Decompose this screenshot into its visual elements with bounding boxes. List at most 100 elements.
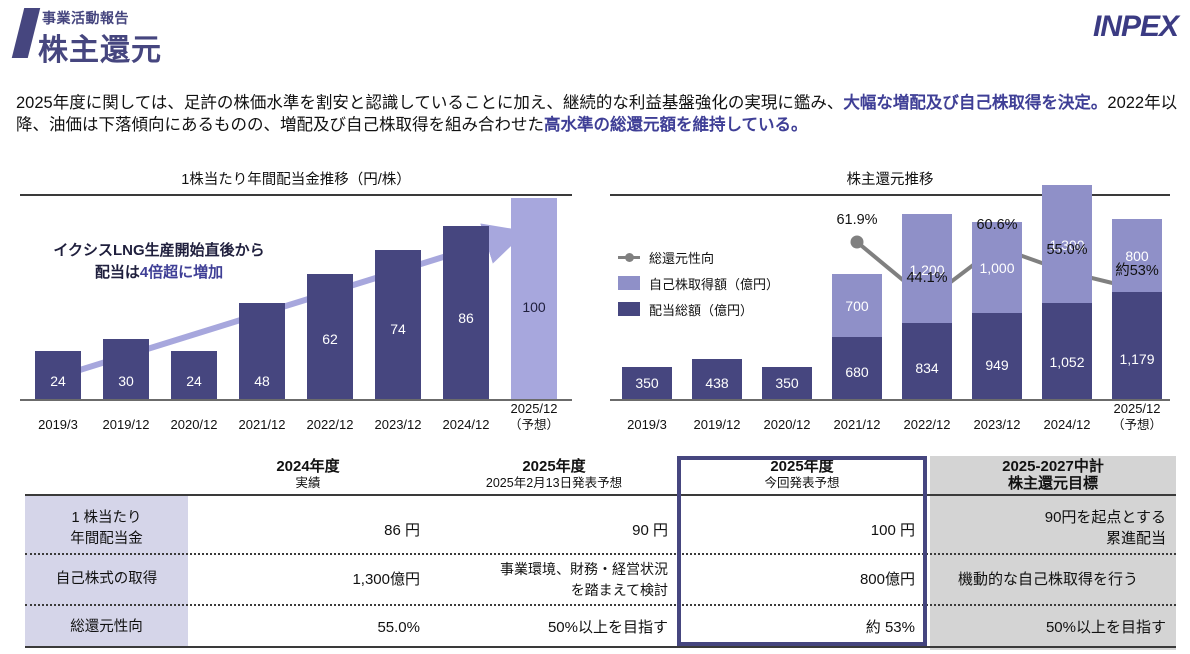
bar-dividend-total (972, 312, 1022, 399)
highlight-box-fy2025-new (677, 456, 927, 646)
bar-dividend-total (692, 359, 742, 399)
table-cell-dps-midterm: 90円を起点とする 累進配当 (930, 507, 1166, 549)
lead-line2-normal: 2022年以降、油価は下落傾向にあるものの、増配及び自己株取得を組み合わせた (16, 94, 1178, 134)
bar-value-label: 48 (254, 373, 270, 389)
x-tick-label: 2019/12 (102, 417, 150, 432)
total-return-ratio-label: 約53% (1115, 263, 1159, 279)
chart-left-rule (20, 194, 572, 196)
total-return-ratio-line (850, 235, 1144, 307)
table-header-fy2025-prev: 2025年度 2025年2月13日発表予想 (432, 458, 676, 492)
chart-right-axis (610, 399, 1170, 401)
table-cell-payout-midterm: 50%以上を目指す (1045, 619, 1166, 636)
chart-right-title: 株主還元推移 (846, 172, 934, 188)
annotation-line1: イクシスLNG生産開始直後から (53, 242, 265, 259)
table-cell-payout-fy2025-prev: 50%以上を目指す (547, 619, 668, 636)
growth-arrow-icon (53, 223, 527, 381)
legend-label: 総還元性向 (649, 250, 715, 266)
bar-value-label: 949 (985, 357, 1009, 374)
bar-value-label: 100 (522, 298, 546, 315)
bar-dividend-total (832, 337, 882, 399)
header-accent-bar (11, 8, 41, 58)
bar-buyback-amount (902, 214, 952, 324)
bar-dps-2020-12 (171, 350, 217, 399)
table-header-fy2025-new: 2025年度 今回発表予想 (677, 458, 927, 492)
bar-dps-2019-3 (35, 350, 81, 399)
bar-value-label: 1,179 (1119, 350, 1155, 367)
table-cell-dps-fy2025-prev: 90 円 (632, 522, 668, 539)
lead-line1-normal: 2025年度に関しては、足許の株価水準を割安と認識していることに加え、継続的な利… (16, 94, 844, 112)
annotation-line2b: 4倍超に増加 (139, 264, 224, 281)
table-cell-dps-midterm-l1: 90円を起点とする (1044, 509, 1166, 526)
table-header-fy2024-main: 2024年度 (276, 458, 340, 475)
x-tick-label: 2020/12 (170, 417, 218, 432)
bar-dps-2023-12 (375, 250, 421, 399)
legend-label: 配当総額（億円） (649, 302, 754, 318)
chart-right-rule (610, 194, 1170, 196)
chart-right-legend: 総還元性向自己株取得額（億円） 配当総額（億円） (618, 246, 779, 324)
bar-dividend-total (1042, 303, 1092, 399)
legend-label: 自己株取得額（億円） (649, 276, 780, 292)
table-rule-bottom (25, 646, 1176, 648)
bar-dps-2019-12 (103, 338, 149, 399)
x-tick-label: 2023/12 (973, 417, 1021, 432)
lead-paragraph: 2025年度に関しては、足許の株価水準を割安と認識していることに加え、継続的な利… (16, 92, 1181, 136)
bar-value-label: 834 (915, 360, 939, 377)
table-cell-buyback-midterm: 機動的な自己株取得を行う (957, 571, 1138, 588)
x-tick-label: 2024/12 (1043, 417, 1091, 432)
page-header: 事業活動報告 株主還元 INPEX (0, 0, 1190, 72)
bar-dps-2022-12 (307, 274, 353, 399)
x-tick-label: 2024/12 (442, 417, 490, 432)
legend-item: 総還元性向 (618, 246, 779, 268)
bar-value-label: 1,000 (979, 260, 1015, 277)
table-header-fy2024-sub: 実績 (295, 476, 321, 490)
bar-value-label: 1,052 (1049, 354, 1085, 371)
legend-swatch (618, 302, 640, 316)
table-cell-buyback-fy2025-prev-l1: 事業環境、財務・経営状況 (500, 561, 668, 577)
lead-line2-emphasis-a: 決定。 (1057, 94, 1108, 112)
bar-value-label: 350 (775, 375, 799, 391)
bar-dividend-total (902, 323, 952, 399)
chart-left-plot: イクシスLNG生産開始直後から 配当は4倍超に増加 24 30 24 48 62 74 86… (6, 198, 586, 453)
bar-dividend-total (762, 367, 812, 399)
total-return-ratio-label: 60.6% (976, 217, 1018, 233)
table-header-midterm: 2025-2027中計 株主還元目標 (930, 458, 1176, 492)
annotation-line2a: 配当は (94, 264, 140, 281)
table-rowlabel-column-bg (25, 494, 188, 646)
bar-value-label: 800 (1125, 248, 1149, 265)
x-tick-label: 2025/12 （予想） (1111, 401, 1162, 432)
x-tick-label: 2019/3 (627, 417, 667, 432)
bar-value-label: 1,200 (909, 261, 945, 278)
chart-shareholder-return: 株主還元推移 総還元性向自己株取得額（億円） 配当総額（億円） 350 438 350… (596, 168, 1184, 453)
x-tick-label: 2020/12 (763, 417, 811, 432)
bar-value-label: 350 (635, 375, 659, 391)
chart-left-annotation: イクシスLNG生産開始直後から 配当は4倍超に増加 (34, 240, 284, 284)
bar-value-label: 62 (322, 330, 338, 347)
bar-buyback-amount (832, 273, 882, 338)
chart-right-plot: 総還元性向 自己株取得額（億円） 配当総額（億円） 350 438 350 700 680 1… (596, 185, 1184, 453)
x-tick-label: 2023/12 (374, 417, 422, 432)
table-row-label-payout-l1: 総還元性向 (70, 619, 143, 635)
bar-dps-2021-12 (239, 302, 285, 399)
bar-buyback-amount (1112, 219, 1162, 292)
table-rule-dotted-2 (25, 604, 1176, 606)
bar-value-label: 24 (186, 373, 202, 389)
inpex-logo: INPEX (1092, 10, 1179, 43)
table-header-fy2024: 2024年度 実績 (188, 458, 428, 492)
bar-value-label: 700 (845, 298, 869, 315)
table-header-fy2025-new-sub: 今回発表予想 (764, 476, 840, 490)
x-tick-label: 2022/12 (903, 417, 951, 432)
table-row-label-buyback-l1: 自己株式の取得 (55, 571, 158, 587)
table-row-label-dps: 1 株当たり 年間配当金 (25, 508, 188, 550)
table-cell-buyback-fy2025-new: 800億円 (859, 571, 915, 588)
bar-buyback-amount (972, 221, 1022, 313)
bar-value-label: 438 (705, 375, 729, 391)
table-row-label-dps-l2: 年間配当金 (70, 531, 143, 547)
table-rule-dotted-1 (25, 553, 1176, 555)
table-cell-dps-midterm-l2: 累進配当 (1105, 530, 1166, 547)
chart-left-title: 1株当たり年間配当金推移（円/株） (181, 172, 411, 188)
x-tick-label: 2022/12 (306, 417, 354, 432)
x-tick-label: 2021/12 (833, 417, 881, 432)
table-header-fy2025-prev-sub: 2025年2月13日発表予想 (485, 476, 623, 490)
table-header-fy2025-prev-main: 2025年度 (522, 458, 586, 475)
bar-value-label: 30 (118, 373, 134, 389)
